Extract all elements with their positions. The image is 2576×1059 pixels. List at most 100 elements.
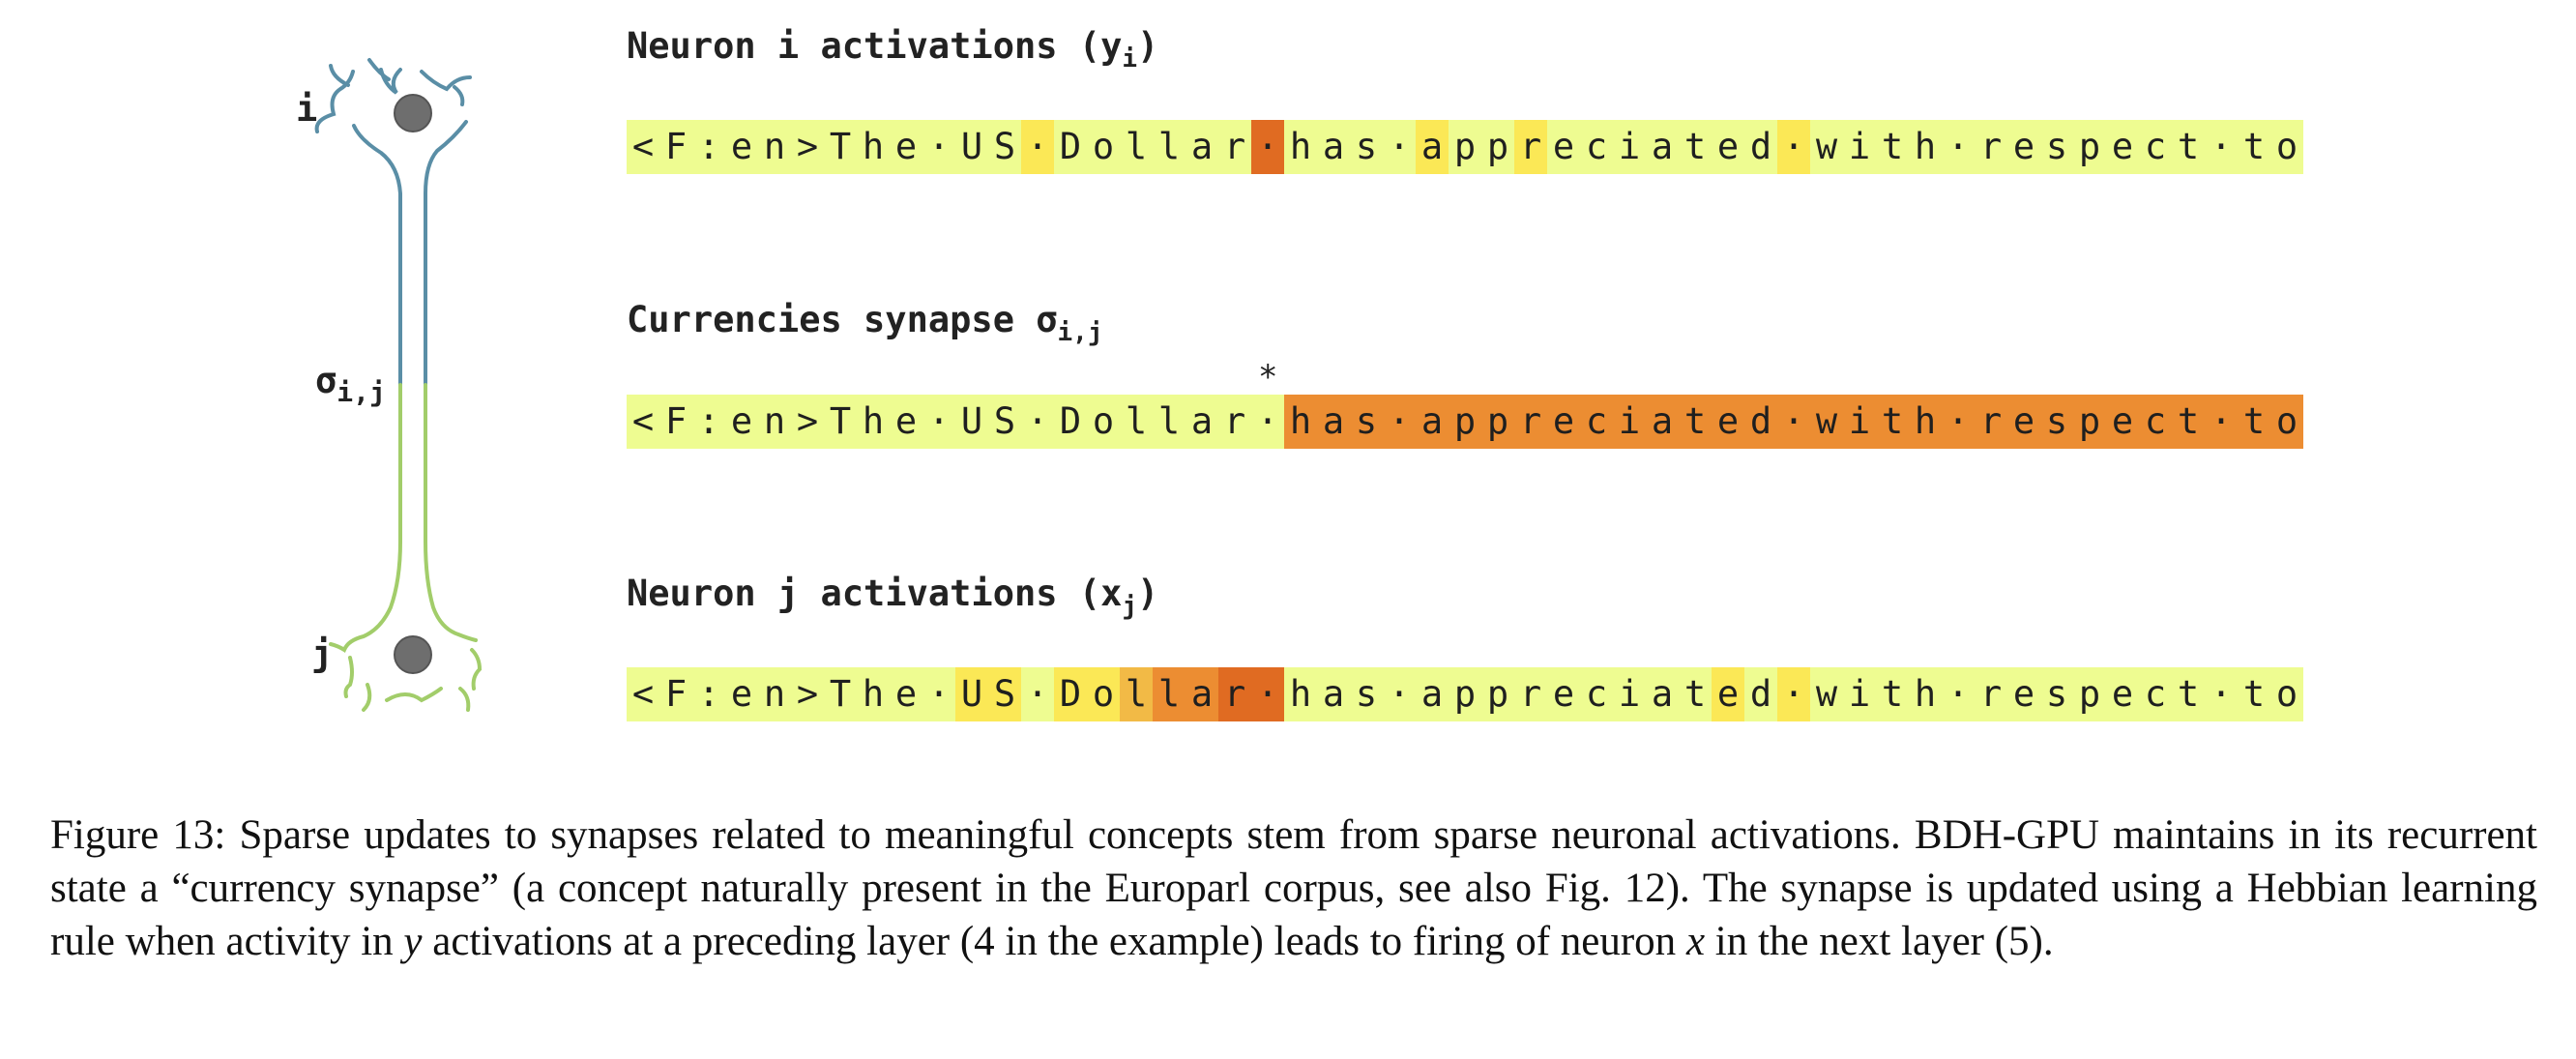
token-cell: ·	[1777, 120, 1810, 174]
token-cell: s	[2040, 667, 2073, 721]
token-cell: e	[2106, 120, 2139, 174]
token-cell: s	[2040, 120, 2073, 174]
token-cell: F	[659, 395, 692, 449]
neuron-i-label: i	[296, 88, 317, 130]
token-cell: e	[1547, 120, 1580, 174]
token-cell: o	[2270, 395, 2303, 449]
token-cell: D	[1054, 120, 1087, 174]
token-cell: p	[2073, 395, 2106, 449]
token-cell: t	[2238, 667, 2270, 721]
token-cell: d	[1744, 120, 1777, 174]
token-cell: F	[659, 667, 692, 721]
token-cell: p	[1449, 395, 1481, 449]
token-cell: r	[1514, 395, 1547, 449]
token-cell: t	[1876, 395, 1909, 449]
token-cell: r	[1514, 120, 1547, 174]
token-cell: >	[791, 395, 824, 449]
token-cell: e	[1547, 667, 1580, 721]
token-cell: e	[725, 395, 758, 449]
token-cell: U	[955, 120, 988, 174]
token-cell: e	[890, 395, 922, 449]
token-cell: c	[2139, 395, 2172, 449]
token-cell: o	[1087, 395, 1120, 449]
token-cell: p	[2073, 120, 2106, 174]
token-cell: r	[1218, 395, 1251, 449]
token-cell: D	[1054, 667, 1087, 721]
token-cell: ·	[1942, 667, 1975, 721]
token-cell: a	[1646, 120, 1679, 174]
token-cell: c	[1580, 120, 1613, 174]
figure-caption: Figure 13: Sparse updates to synapses re…	[50, 812, 2537, 964]
token-cell: h	[1284, 120, 1317, 174]
token-cell: ·	[1021, 120, 1054, 174]
token-cell: ·	[922, 667, 955, 721]
token-cell: <	[627, 667, 659, 721]
token-cell: <	[627, 395, 659, 449]
token-cell: p	[1481, 120, 1514, 174]
token-cell: e	[1712, 120, 1744, 174]
token-cell: ·	[1777, 667, 1810, 721]
token-cell: d	[1744, 667, 1777, 721]
token-cell: h	[1909, 395, 1942, 449]
token-cell: i	[1843, 120, 1876, 174]
token-cell: e	[1712, 667, 1744, 721]
token-cell: ·	[922, 120, 955, 174]
figure-label: Figure 13:	[50, 812, 226, 858]
token-cell: T	[824, 120, 857, 174]
token-cell: t	[2238, 395, 2270, 449]
token-cell: p	[1481, 667, 1514, 721]
token-cell: e	[725, 120, 758, 174]
token-cell: p	[1449, 667, 1481, 721]
token-cell: t	[1679, 395, 1712, 449]
token-cell: t	[1876, 120, 1909, 174]
token-cell: h	[857, 120, 890, 174]
token-cell: ·	[922, 395, 955, 449]
token-cell: p	[1449, 120, 1481, 174]
token-cell: T	[824, 667, 857, 721]
token-cell: ·	[2205, 120, 2238, 174]
token-cell: s	[1350, 120, 1383, 174]
token-cell: ·	[1021, 395, 1054, 449]
token-cell: ·	[1383, 120, 1416, 174]
token-cell: e	[1712, 395, 1744, 449]
token-cell: a	[1317, 120, 1350, 174]
token-cell: n	[758, 120, 791, 174]
token-cell: ·	[1383, 395, 1416, 449]
token-cell: w	[1810, 120, 1843, 174]
token-cell: a	[1416, 120, 1449, 174]
token-cell: s	[2040, 395, 2073, 449]
token-cell: S	[988, 395, 1021, 449]
token-cell: :	[692, 395, 725, 449]
token-cell: t	[1679, 120, 1712, 174]
token-cell: ·	[1251, 120, 1284, 174]
neuron-i-soma	[394, 94, 432, 132]
token-cell: ·	[2205, 667, 2238, 721]
neuron-j-soma	[394, 635, 432, 674]
token-cell: s	[1350, 667, 1383, 721]
token-cell: t	[1876, 667, 1909, 721]
token-cell: r	[1975, 120, 2007, 174]
token-cell: p	[1481, 395, 1514, 449]
token-cell: :	[692, 667, 725, 721]
token-cell: e	[2106, 667, 2139, 721]
neuron-i-dendrites	[314, 58, 472, 387]
token-cell: w	[1810, 395, 1843, 449]
token-cell: :	[692, 120, 725, 174]
token-cell: t	[1679, 667, 1712, 721]
token-cell: r	[1975, 395, 2007, 449]
token-cell: S	[988, 120, 1021, 174]
token-cell: c	[1580, 667, 1613, 721]
token-cell: e	[725, 667, 758, 721]
token-cell: ·	[1251, 667, 1284, 721]
token-cell: o	[2270, 667, 2303, 721]
token-cell: r	[1218, 667, 1251, 721]
token-cell: ·	[1251, 395, 1284, 449]
token-cell: c	[1580, 395, 1613, 449]
token-cell: U	[955, 395, 988, 449]
token-cell: h	[1909, 667, 1942, 721]
token-cell: a	[1416, 395, 1449, 449]
token-cell: h	[1284, 395, 1317, 449]
token-cell: D	[1054, 395, 1087, 449]
token-cell: r	[1514, 667, 1547, 721]
